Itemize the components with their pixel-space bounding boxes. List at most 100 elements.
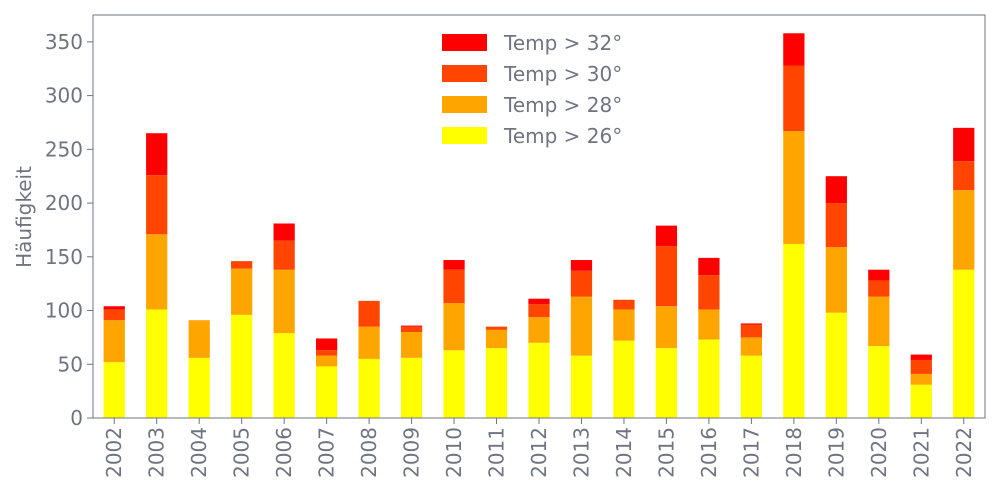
legend-label: Temp > 30° [503,62,622,86]
bar-segment-2009-series-0 [400,357,423,418]
legend-swatch [442,96,487,113]
y-tick-label: 50 [58,352,83,376]
bar-segment-2007-series-3 [316,338,338,351]
bar-segment-2015-series-3 [655,225,678,247]
bar-segment-2007-series-0 [316,366,338,418]
bar-segment-2003-series-2 [146,175,168,235]
legend: Temp > 32° Temp > 30° Temp > 28° Temp > 26° [442,31,622,148]
bar-segment-2013-series-3 [570,260,593,271]
bar-segment-2002-series-3 [103,306,125,310]
bar-segment-2003-series-0 [146,309,168,418]
x-tick-label: 2014 [612,427,636,478]
bar-segment-2016-series-3 [698,257,720,276]
x-tick-label: 2006 [272,427,296,478]
bars-group [103,33,975,418]
bar-segment-2013-series-0 [570,355,593,418]
bar-segment-2021-series-0 [910,384,932,418]
bar-segment-2003-series-1 [146,234,168,310]
legend-swatch [442,34,487,51]
bar-segment-2004-series-0 [188,357,210,418]
bar-segment-2010-series-2 [443,269,465,304]
bar-segment-2006-series-3 [273,223,295,241]
bar-segment-2017-series-0 [740,355,762,418]
bar-segment-2017-series-2 [740,324,762,338]
x-tick-label: 2022 [952,427,976,478]
bar-segment-2018-series-2 [783,65,805,132]
bar-segment-2022-series-1 [953,190,975,270]
bar-segment-2002-series-0 [103,362,125,418]
x-tick-label: 2003 [145,427,169,478]
y-tick-label: 200 [45,191,83,215]
bar-segment-2012-series-3 [528,298,550,305]
x-tick-label: 2016 [697,427,721,478]
y-axis-title: Häufigkeit [12,166,36,268]
x-tick-label: 2010 [442,427,466,478]
legend-label: Temp > 26° [503,124,622,148]
bar-segment-2010-series-3 [443,260,465,270]
x-tick-label: 2012 [527,427,551,478]
x-tick-label: 2009 [400,427,424,478]
bar-segment-2008-series-2 [358,300,380,327]
bar-segment-2005-series-2 [231,261,253,269]
plot-frame [92,14,986,419]
bar-segment-2012-series-1 [528,316,550,343]
x-tick-label: 2011 [485,427,509,478]
bar-segment-2018-series-0 [783,243,805,418]
bar-segment-2003-series-3 [146,133,168,176]
bar-segment-2019-series-3 [825,176,847,204]
bar-segment-2010-series-1 [443,303,465,351]
legend-swatch [442,127,487,144]
bar-segment-2021-series-2 [910,359,932,374]
bar-segment-2020-series-2 [868,280,890,297]
x-tick-label: 2020 [867,427,891,478]
bar-segment-2006-series-2 [273,240,295,270]
x-tick-label: 2013 [569,427,593,478]
bar-segment-2020-series-0 [868,346,890,418]
bar-segment-2017-series-1 [740,337,762,356]
bar-segment-2013-series-1 [570,296,593,356]
bar-segment-2018-series-1 [783,131,805,244]
x-tick-label: 2007 [315,427,339,478]
bar-segment-2018-series-3 [783,33,805,66]
bar-segment-2008-series-0 [358,358,380,418]
y-tick-label: 250 [45,137,83,161]
bar-segment-2007-series-1 [316,355,338,367]
bar-segment-2007-series-2 [316,350,338,356]
bar-segment-2009-series-3 [400,325,423,327]
bar-segment-2014-series-2 [613,299,635,310]
bar-segment-2019-series-2 [825,203,847,248]
bar-segment-2009-series-1 [400,332,423,358]
bar-segment-2015-series-2 [655,246,678,307]
legend-label: Temp > 28° [503,93,622,117]
x-axis-ticks: 2002 2003 2004 2005 2006 2007 2008 2009 2010 2011… [102,418,976,478]
bar-segment-2014-series-0 [613,340,635,418]
legend-swatch [442,65,487,82]
bar-segment-2021-series-3 [910,354,932,360]
y-axis-ticks: 0 50 100 150 200 250 300 350 [45,30,93,430]
x-tick-label: 2008 [357,427,381,478]
x-tick-label: 2004 [187,427,211,478]
bar-segment-2011-series-0 [485,348,508,418]
bar-segment-2016-series-2 [698,275,720,310]
y-tick-label: 100 [45,299,83,323]
bar-segment-2022-series-3 [953,127,975,162]
y-tick-label: 150 [45,245,83,269]
bar-segment-2012-series-2 [528,304,550,317]
x-tick-label: 2017 [739,427,763,478]
bar-segment-2011-series-2 [485,326,508,330]
bar-segment-2020-series-3 [868,269,890,281]
bar-segment-2017-series-3 [740,323,762,325]
x-tick-label: 2002 [102,427,126,478]
bar-segment-2021-series-1 [910,373,932,385]
x-tick-label: 2019 [824,427,848,478]
bar-segment-2002-series-1 [103,320,125,363]
bar-segment-2006-series-0 [273,333,295,418]
y-tick-label: 0 [70,406,83,430]
x-tick-label: 2018 [782,427,806,478]
bar-segment-2012-series-0 [528,342,550,418]
bar-segment-2002-series-2 [103,309,125,321]
bar-segment-2015-series-0 [655,348,678,418]
y-tick-label: 300 [45,84,83,108]
bar-segment-2008-series-1 [358,326,380,359]
